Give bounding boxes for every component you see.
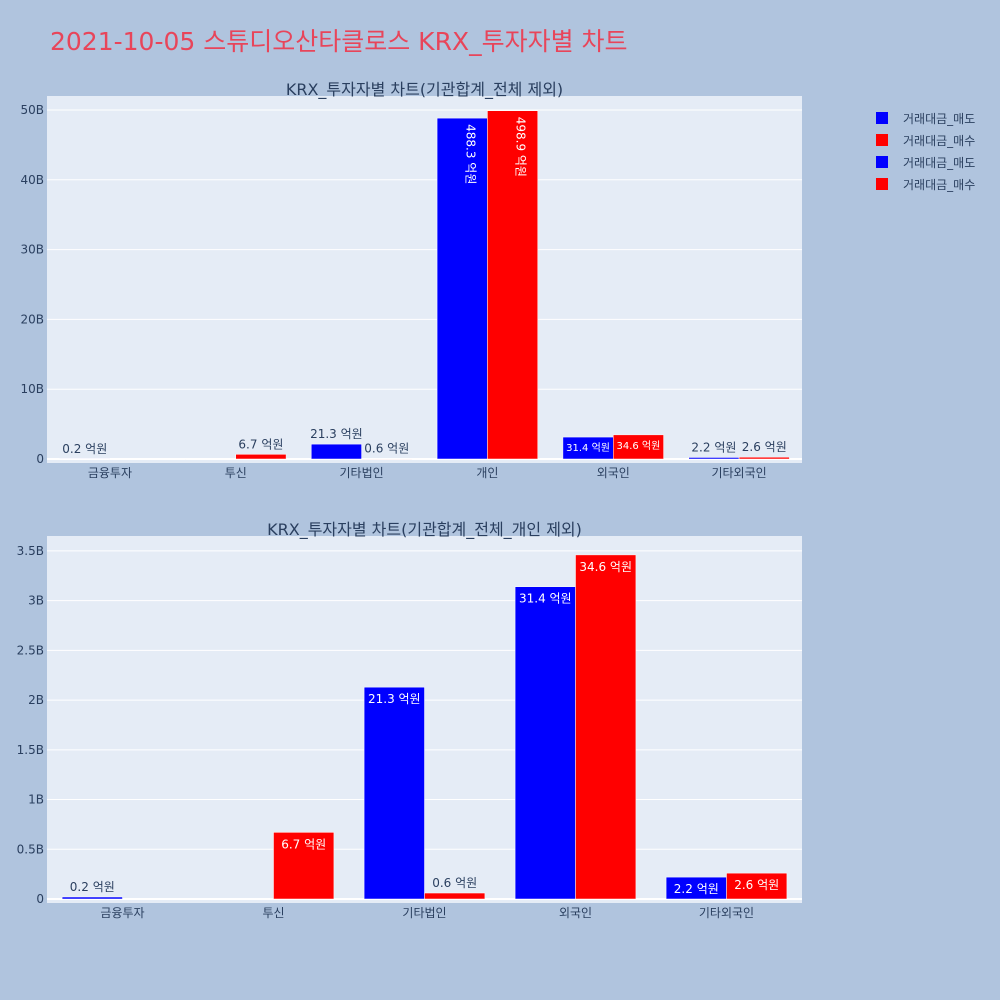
legend-swatch-icon	[876, 178, 888, 190]
data-label: 498.9 억원	[514, 117, 528, 177]
data-label: 34.6 억원	[579, 560, 632, 574]
bar	[363, 686, 425, 900]
legend[interactable]: 거래대금_매도 거래대금_매수 거래대금_매도 거래대금_매수	[876, 107, 975, 195]
bar	[122, 898, 184, 900]
legend-label: 거래대금_매수	[903, 177, 976, 192]
y-tick-label: 2.5B	[17, 643, 44, 657]
data-label: 0.6 억원	[364, 442, 409, 456]
data-label: 0.2 억원	[62, 442, 107, 456]
x-tick-label: 투신	[225, 466, 247, 480]
data-label: 6.7 억원	[238, 437, 283, 451]
x-tick-label: 금융투자	[100, 906, 144, 920]
y-tick-label: 2B	[28, 693, 44, 707]
bar	[273, 832, 335, 900]
data-label: 2.2 억원	[674, 882, 719, 896]
data-label: 0.2 억원	[70, 880, 115, 894]
data-label: 488.3 억원	[463, 124, 477, 184]
bar	[487, 110, 538, 460]
data-label: 6.7 억원	[281, 837, 326, 851]
x-tick-label: 기타법인	[402, 906, 446, 920]
bar	[61, 896, 123, 900]
legend-swatch-icon	[876, 156, 888, 168]
bar	[311, 443, 362, 460]
legend-swatch-icon	[876, 112, 888, 124]
y-tick-label: 0	[36, 892, 44, 906]
legend-item-sell[interactable]: 거래대금_매도	[876, 151, 975, 173]
y-tick-label: 1.5B	[17, 743, 44, 757]
data-label: 31.4 억원	[519, 592, 572, 606]
legend-item-buy[interactable]: 거래대금_매수	[876, 173, 975, 195]
chart-title: KRX_투자자별 차트(기관합계_전체 제외)	[286, 80, 563, 100]
x-tick-label: 외국인	[559, 906, 592, 920]
y-tick-label: 20B	[20, 312, 44, 326]
bar	[738, 456, 790, 460]
x-tick-label: 외국인	[597, 466, 630, 480]
data-label: 2.6 억원	[734, 878, 779, 892]
y-tick-label: 3.5B	[17, 544, 44, 558]
data-label: 0.6 억원	[432, 876, 477, 890]
y-tick-label: 50B	[20, 103, 44, 117]
legend-label: 거래대금_매도	[903, 155, 976, 170]
bar	[109, 458, 161, 460]
x-tick-label: 개인	[476, 466, 498, 480]
chart-2: 0 0.5B 1B 1.5B 2B 2.5B 3B 3.5B KRX_투자자별 차트(기관합계_…	[17, 520, 802, 920]
data-label: 34.6 억원	[616, 440, 660, 452]
legend-item-sell[interactable]: 거래대금_매도	[876, 107, 975, 129]
chart-title: KRX_투자자별 차트(기관합계_전체_개인 제외)	[267, 520, 582, 540]
bar	[688, 457, 740, 460]
y-tick-label: 30B	[20, 243, 44, 257]
y-tick-label: 40B	[20, 173, 44, 187]
bar	[59, 458, 111, 460]
plot-area	[47, 96, 802, 463]
bar	[212, 898, 274, 900]
bar	[514, 586, 576, 900]
data-label: 2.2 억원	[691, 440, 736, 454]
x-tick-label: 기타외국인	[699, 906, 754, 920]
page-title: 2021-10-05 스튜디오산타클로스 KRX_투자자별 차트	[50, 27, 628, 56]
bar	[575, 554, 637, 900]
y-tick-label: 0.5B	[17, 842, 44, 856]
y-tick-label: 1B	[28, 793, 44, 807]
bar	[726, 872, 788, 900]
chart-1: 0 10B 20B 30B 40B 50B KRX_투자자별 차트(기관합계_전체 제외) 금…	[20, 80, 802, 480]
bar	[613, 434, 664, 460]
bar	[424, 892, 486, 900]
legend-label: 거래대금_매도	[903, 111, 976, 126]
legend-swatch-icon	[876, 134, 888, 146]
x-tick-label: 금융투자	[88, 466, 132, 480]
x-tick-label: 기타법인	[339, 466, 383, 480]
y-tick-label: 0	[36, 452, 44, 466]
x-tick-label: 투신	[262, 906, 284, 920]
data-label: 21.3 억원	[368, 692, 421, 706]
data-label: 31.4 억원	[566, 442, 610, 454]
x-tick-label: 기타외국인	[711, 466, 766, 480]
data-label: 21.3 억원	[310, 427, 363, 441]
bar	[235, 454, 287, 460]
legend-label: 거래대금_매수	[903, 133, 976, 148]
y-tick-label: 3B	[28, 594, 44, 608]
legend-item-buy[interactable]: 거래대금_매수	[876, 129, 975, 151]
bar	[185, 458, 237, 460]
bar	[361, 458, 413, 460]
data-label: 2.6 억원	[742, 440, 787, 454]
y-tick-label: 10B	[20, 382, 44, 396]
